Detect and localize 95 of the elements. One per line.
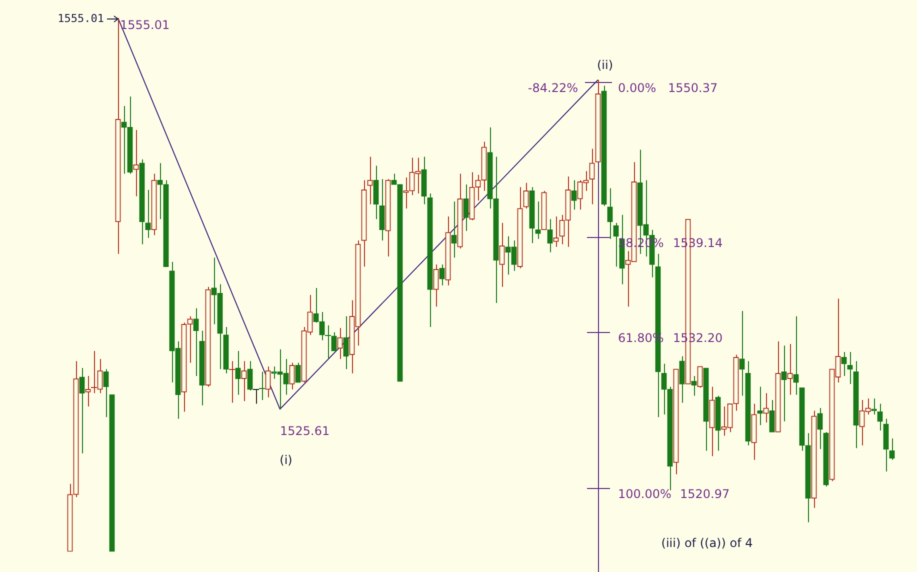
candlestick bbox=[115, 18, 121, 254]
candlestick bbox=[145, 189, 151, 238]
candlestick bbox=[445, 216, 451, 286]
candlestick bbox=[103, 368, 109, 418]
candlestick bbox=[691, 376, 697, 396]
candlestick bbox=[235, 350, 241, 396]
candlestick bbox=[715, 395, 721, 452]
candlestick bbox=[883, 418, 889, 472]
candlestick bbox=[151, 173, 157, 236]
annotation: (i) bbox=[280, 453, 292, 468]
candlestick bbox=[223, 326, 229, 374]
candlestick bbox=[817, 408, 823, 450]
annotation: (iii) of ((a)) of 4 bbox=[661, 536, 753, 550]
candlestick bbox=[529, 186, 535, 244]
candlestick bbox=[841, 352, 847, 377]
annotation: 1550.37 bbox=[668, 81, 718, 96]
candlestick bbox=[85, 376, 91, 407]
candlestick bbox=[67, 483, 73, 552]
candlestick bbox=[73, 360, 79, 498]
candlestick bbox=[228, 360, 236, 404]
candlestick bbox=[541, 190, 547, 230]
candlestick bbox=[163, 180, 169, 267]
candlestick bbox=[367, 156, 373, 205]
candlestick bbox=[199, 330, 205, 406]
candlestick bbox=[781, 345, 787, 422]
candlestick bbox=[258, 371, 266, 401]
annotation: 100.00% bbox=[618, 487, 672, 502]
candlestick bbox=[133, 130, 139, 197]
annotation: -84.22% bbox=[528, 81, 578, 96]
candlestick bbox=[252, 388, 260, 404]
annotation: 1525.61 bbox=[280, 424, 330, 438]
candlestick bbox=[193, 308, 199, 377]
candlestick bbox=[775, 340, 781, 432]
candlestick bbox=[745, 360, 751, 446]
candlestick bbox=[877, 403, 883, 431]
candlestick bbox=[427, 193, 433, 328]
candlestick bbox=[157, 162, 163, 220]
candlestick bbox=[769, 400, 775, 432]
candlestick bbox=[463, 184, 469, 232]
candlestick bbox=[823, 432, 829, 487]
candlestick bbox=[391, 173, 397, 185]
candlestick bbox=[324, 324, 332, 360]
candlestick bbox=[607, 188, 613, 240]
candlestick bbox=[799, 387, 805, 452]
candlestick bbox=[709, 386, 715, 457]
candlestick bbox=[847, 352, 853, 385]
candlestick bbox=[805, 432, 811, 523]
candlestick bbox=[679, 356, 685, 404]
candlestick bbox=[553, 216, 559, 248]
candlestick bbox=[385, 178, 391, 258]
candlestick bbox=[439, 264, 445, 286]
candlestick bbox=[457, 173, 463, 250]
candlestick bbox=[703, 368, 709, 452]
candlestick bbox=[763, 392, 769, 423]
candlestick bbox=[535, 201, 541, 240]
candlestick bbox=[241, 360, 247, 402]
annotation: 0.00% bbox=[618, 81, 656, 96]
candlestick bbox=[739, 310, 745, 396]
candlestick bbox=[451, 201, 457, 258]
candlestick bbox=[889, 438, 895, 460]
candlestick bbox=[697, 366, 703, 388]
candlestick bbox=[265, 366, 271, 398]
candlestick bbox=[601, 85, 607, 206]
candlestick bbox=[337, 328, 343, 360]
candlestick bbox=[811, 410, 817, 508]
candlestick bbox=[613, 222, 619, 268]
annotation: 1555.01 bbox=[58, 12, 104, 25]
candlestick bbox=[421, 156, 427, 205]
candlestick bbox=[433, 264, 439, 308]
candlestick bbox=[595, 79, 601, 162]
candlestick bbox=[499, 222, 505, 288]
candlestick bbox=[589, 148, 595, 205]
candlestick bbox=[853, 360, 859, 449]
candlestick bbox=[871, 398, 877, 415]
candlestick bbox=[517, 186, 523, 269]
candlestick bbox=[343, 316, 349, 370]
candlestick bbox=[523, 182, 529, 209]
candlestick bbox=[379, 178, 385, 242]
candlestick bbox=[793, 316, 799, 396]
candlestick bbox=[787, 344, 793, 396]
candlestick bbox=[289, 362, 295, 390]
candlestick bbox=[571, 180, 577, 210]
annotation: (ii) bbox=[596, 58, 614, 72]
candlestick bbox=[205, 286, 211, 388]
candlestick bbox=[139, 158, 145, 245]
candlestick bbox=[751, 403, 757, 460]
candlestick bbox=[331, 332, 337, 352]
annotation: 1520.97 bbox=[680, 487, 730, 502]
candlestick bbox=[361, 180, 367, 268]
annotation: 1555.01 bbox=[120, 18, 170, 32]
candlestick bbox=[79, 368, 85, 454]
candlestick bbox=[295, 362, 301, 383]
candlestick bbox=[373, 165, 379, 220]
candlestick bbox=[547, 218, 553, 253]
candlestick bbox=[247, 360, 253, 391]
